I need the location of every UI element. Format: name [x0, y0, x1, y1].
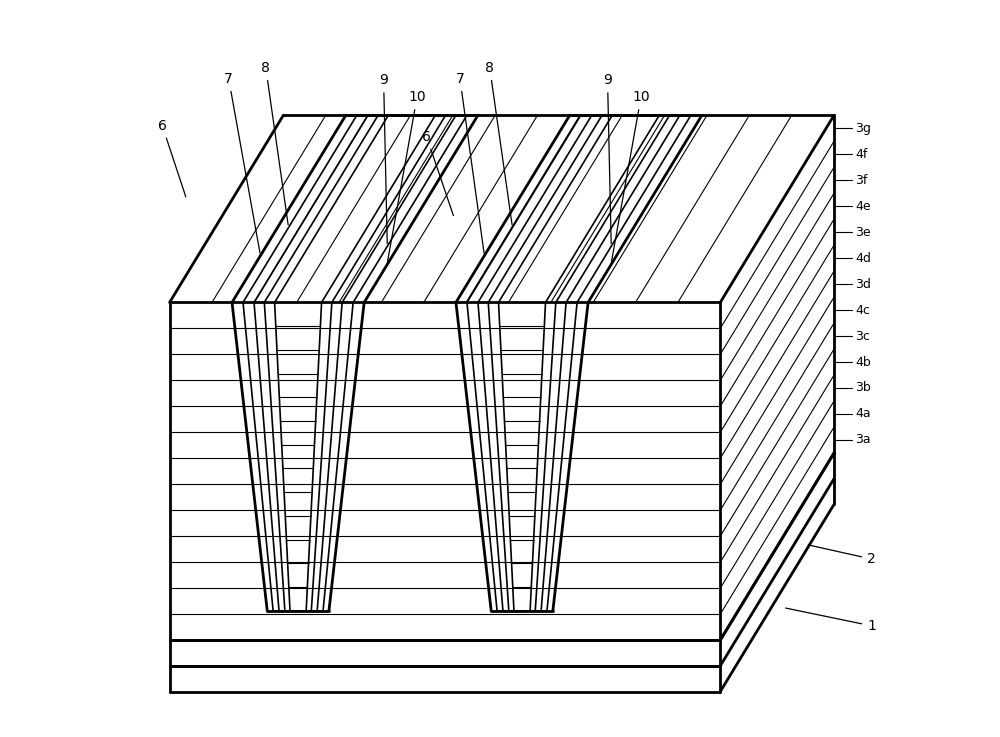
Text: 9: 9 — [379, 73, 388, 243]
Text: 4c: 4c — [855, 304, 870, 317]
Text: 3c: 3c — [855, 329, 870, 343]
Text: 4b: 4b — [855, 355, 871, 368]
Text: 3d: 3d — [855, 278, 871, 290]
Text: 3e: 3e — [855, 226, 871, 239]
Text: 3a: 3a — [855, 433, 871, 447]
Text: 8: 8 — [261, 61, 288, 225]
Text: 4e: 4e — [855, 200, 871, 212]
Text: 10: 10 — [387, 90, 426, 262]
Text: 3b: 3b — [855, 382, 871, 394]
Text: 4a: 4a — [855, 408, 871, 421]
Text: 6: 6 — [422, 130, 453, 215]
Text: 3g: 3g — [855, 122, 871, 135]
Text: 4f: 4f — [855, 147, 868, 161]
Text: 6: 6 — [158, 119, 186, 197]
Text: 4d: 4d — [855, 251, 871, 265]
Text: 9: 9 — [603, 73, 612, 243]
Text: 2: 2 — [808, 545, 876, 566]
Text: 10: 10 — [611, 90, 650, 262]
Text: 8: 8 — [485, 61, 512, 225]
Text: 1: 1 — [786, 608, 876, 633]
Text: 3f: 3f — [855, 174, 868, 186]
Text: 7: 7 — [224, 71, 260, 253]
Text: 7: 7 — [456, 71, 484, 253]
